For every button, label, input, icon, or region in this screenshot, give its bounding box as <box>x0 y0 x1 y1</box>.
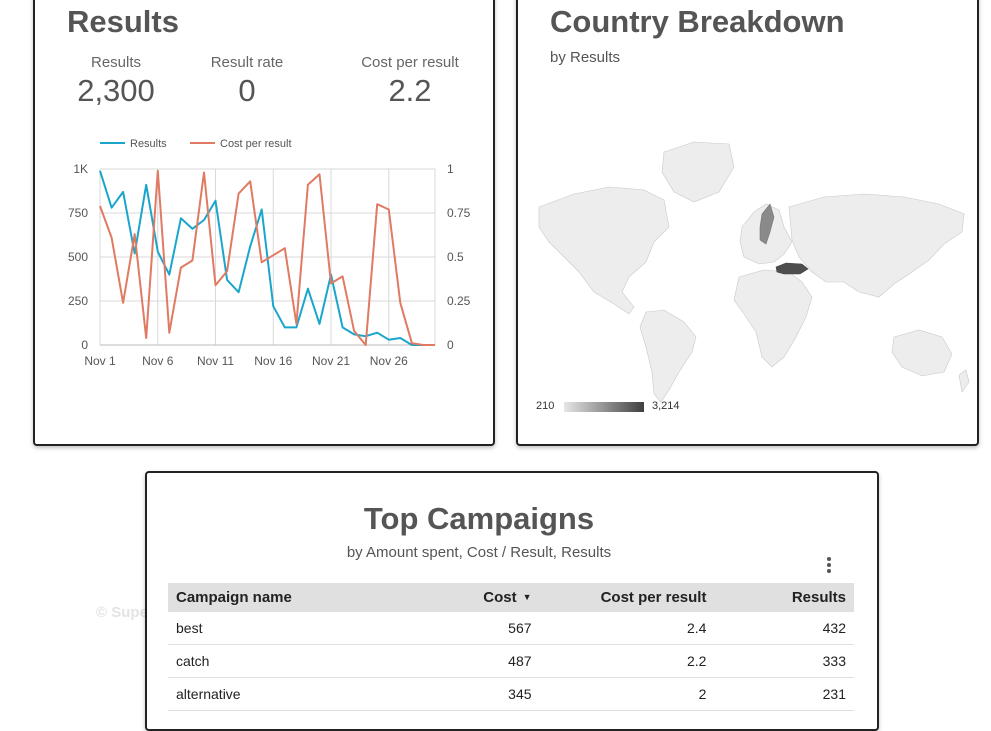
map-region-asia[interactable] <box>788 193 965 298</box>
x-tick-label: Nov 1 <box>84 354 116 368</box>
kpi-value: 2.2 <box>388 73 432 108</box>
cell-campaign-name: best <box>168 612 401 645</box>
table-row[interactable]: alternative 345 2 231 <box>168 677 854 711</box>
kpi-label: Cost per result <box>361 54 459 71</box>
country-breakdown-card: Country Breakdown by Results 210 3,214 <box>516 0 979 446</box>
y-tick-label-left: 750 <box>68 206 88 220</box>
x-tick-label: Nov 26 <box>370 354 408 368</box>
cell-campaign-name: catch <box>168 644 401 678</box>
kpi-label: Results <box>90 54 142 71</box>
campaigns-table: Campaign name Cost ▼ Cost per result Resu… <box>168 583 854 711</box>
map-region-sweden-highlight[interactable] <box>759 203 775 245</box>
y-tick-label-left: 0 <box>81 338 88 352</box>
x-axis: Nov 1 Nov 6 Nov 11 Nov 16 Nov 21 Nov 26 <box>84 354 408 368</box>
cell-cost-per-result: 2 <box>539 677 715 711</box>
cell-cost: 487 <box>400 644 540 678</box>
column-header-cost-label: Cost <box>483 589 517 606</box>
y-tick-label-right: 0.75 <box>447 206 471 220</box>
more-options-icon[interactable] <box>824 557 834 577</box>
country-title: Country Breakdown <box>550 4 845 39</box>
y-axis-right: 0 0.25 0.5 0.75 1 <box>447 162 471 352</box>
results-line-chart: Results Cost per result 0 250 500 750 1K 0 0.… <box>68 138 471 368</box>
sort-descending-icon[interactable]: ▼ <box>522 592 532 602</box>
column-header-campaign-name[interactable]: Campaign name <box>168 583 401 612</box>
map-region-greenland[interactable] <box>661 141 735 203</box>
cell-cost-per-result: 2.4 <box>539 612 715 645</box>
world-map[interactable] <box>534 132 974 407</box>
map-region-south-america[interactable] <box>639 309 697 403</box>
legend-results-label[interactable]: Results <box>130 138 167 150</box>
cell-results: 333 <box>714 644 854 678</box>
column-header-results[interactable]: Results <box>714 583 854 612</box>
map-color-legend: 210 3,214 <box>536 400 716 416</box>
cell-cost: 345 <box>400 677 540 711</box>
campaigns-subtitle: by Amount spent, Cost / Result, Results <box>346 544 612 561</box>
kpi-value: 2,300 <box>77 73 155 108</box>
legend-cost-label[interactable]: Cost per result <box>220 138 292 150</box>
y-tick-label-left: 500 <box>68 250 88 264</box>
table-row[interactable]: best 567 2.4 432 <box>168 612 854 645</box>
table-row[interactable]: catch 487 2.2 333 <box>168 644 854 678</box>
cell-campaign-name: alternative <box>168 677 401 711</box>
column-header-cost-per-result[interactable]: Cost per result <box>539 583 715 612</box>
x-tick-label: Nov 6 <box>142 354 174 368</box>
legend-max-value: 3,214 <box>652 400 680 412</box>
map-region-north-america[interactable] <box>538 186 670 315</box>
kpi-results: Results 2,300 <box>61 54 171 109</box>
campaigns-title: Top Campaigns <box>363 501 595 536</box>
legend-min-value: 210 <box>536 400 555 412</box>
cell-cost: 567 <box>400 612 540 645</box>
kpi-label: Result rate <box>210 54 284 71</box>
y-axis-left: 0 250 500 750 1K <box>68 162 88 352</box>
legend-gradient-bar <box>564 402 644 412</box>
series-line-cost-per-result <box>99 169 435 346</box>
y-tick-label-left: 1K <box>73 162 88 176</box>
results-card: Results Results 2,300 Result rate 0 Cost… <box>33 0 495 446</box>
kpi-value: 0 <box>238 73 256 108</box>
map-region-australia[interactable] <box>891 329 953 377</box>
x-tick-label: Nov 21 <box>312 354 350 368</box>
top-campaigns-card: Top Campaigns by Amount spent, Cost / Re… <box>145 471 879 731</box>
chart-series <box>99 169 435 346</box>
cell-results: 231 <box>714 677 854 711</box>
x-tick-label: Nov 16 <box>254 354 292 368</box>
map-region-new-zealand[interactable] <box>958 369 970 393</box>
kpi-cost-per-result: Cost per result 2.2 <box>347 54 473 109</box>
y-tick-label-left: 250 <box>68 294 88 308</box>
watermark-text: © Supe <box>96 604 148 621</box>
map-region-turkey-highlight[interactable] <box>775 262 809 275</box>
column-header-cost[interactable]: Cost ▼ <box>400 583 540 612</box>
chart-legend: Results Cost per result <box>100 138 292 150</box>
results-title: Results <box>67 4 179 39</box>
cell-results: 432 <box>714 612 854 645</box>
x-tick-label: Nov 11 <box>197 354 234 368</box>
y-tick-label-right: 1 <box>447 162 454 176</box>
cell-cost-per-result: 2.2 <box>539 644 715 678</box>
country-subtitle: by Results <box>550 49 621 66</box>
y-tick-label-right: 0.25 <box>447 294 471 308</box>
y-tick-label-right: 0.5 <box>447 250 464 264</box>
y-tick-label-right: 0 <box>447 338 454 352</box>
map-region-africa[interactable] <box>733 269 813 368</box>
table-header-row: Campaign name Cost ▼ Cost per result Resu… <box>168 583 854 612</box>
kpi-result-rate: Result rate 0 <box>192 54 302 109</box>
